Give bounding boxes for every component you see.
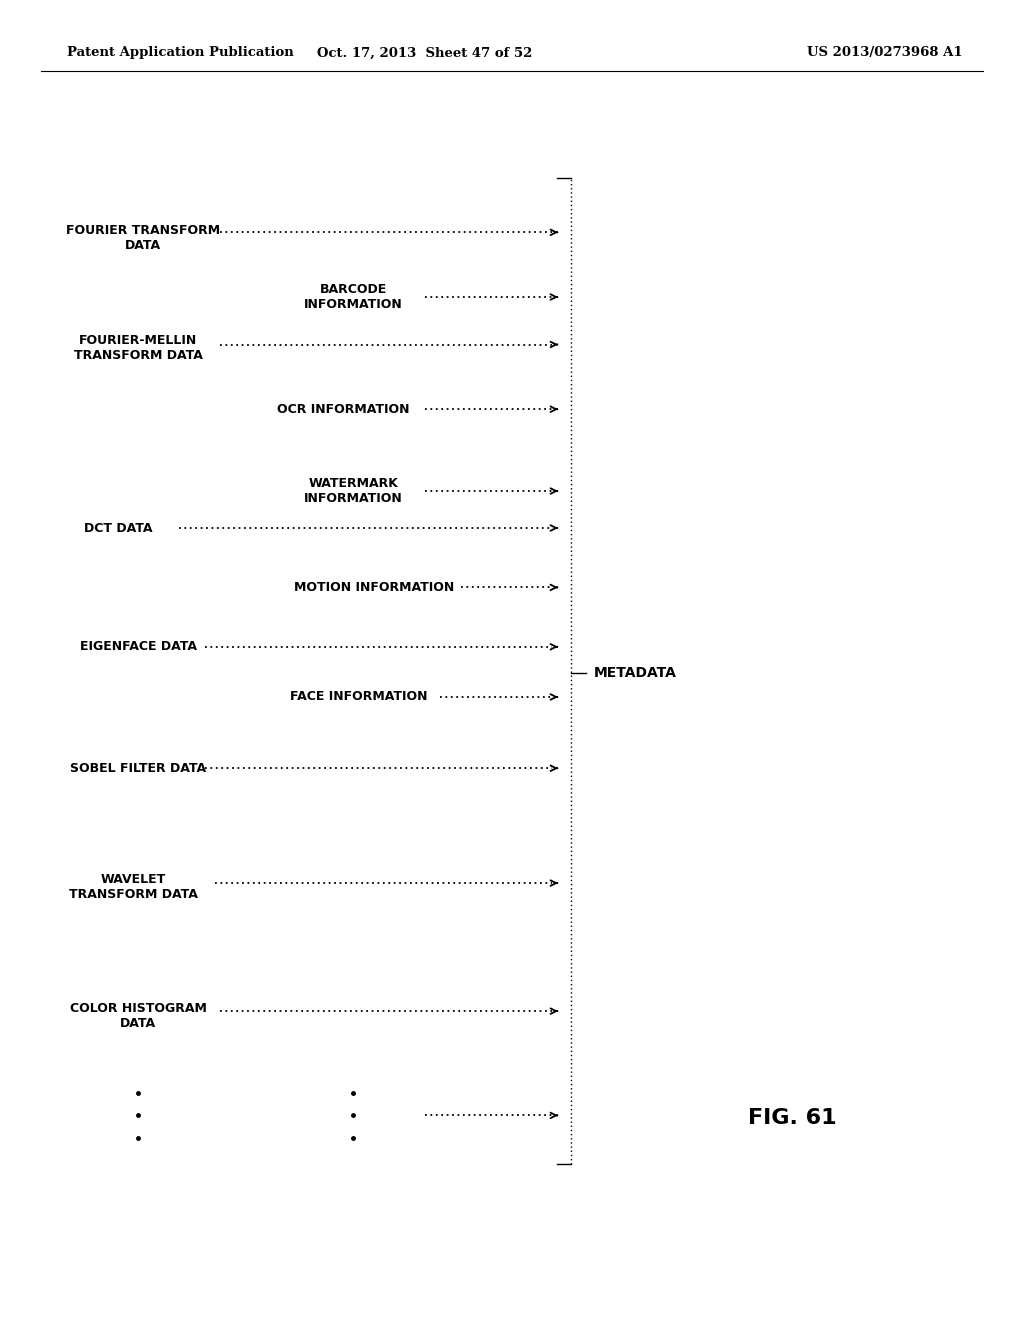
Text: WATERMARK
INFORMATION: WATERMARK INFORMATION — [304, 477, 402, 506]
Text: Patent Application Publication: Patent Application Publication — [67, 46, 293, 59]
Text: FOURIER-MELLIN
TRANSFORM DATA: FOURIER-MELLIN TRANSFORM DATA — [74, 334, 203, 363]
Text: SOBEL FILTER DATA: SOBEL FILTER DATA — [71, 762, 206, 775]
Text: OCR INFORMATION: OCR INFORMATION — [276, 403, 410, 416]
Text: WAVELET
TRANSFORM DATA: WAVELET TRANSFORM DATA — [69, 873, 198, 902]
Text: MOTION INFORMATION: MOTION INFORMATION — [294, 581, 454, 594]
Text: EIGENFACE DATA: EIGENFACE DATA — [80, 640, 197, 653]
Text: DCT DATA: DCT DATA — [84, 521, 152, 535]
Text: US 2013/0273968 A1: US 2013/0273968 A1 — [807, 46, 963, 59]
Text: FIG. 61: FIG. 61 — [748, 1107, 837, 1129]
Text: FOURIER TRANSFORM
DATA: FOURIER TRANSFORM DATA — [67, 223, 220, 252]
Text: METADATA: METADATA — [594, 667, 677, 680]
Text: BARCODE
INFORMATION: BARCODE INFORMATION — [304, 282, 402, 312]
Text: Oct. 17, 2013  Sheet 47 of 52: Oct. 17, 2013 Sheet 47 of 52 — [317, 46, 532, 59]
Text: FACE INFORMATION: FACE INFORMATION — [290, 690, 427, 704]
Text: COLOR HISTOGRAM
DATA: COLOR HISTOGRAM DATA — [70, 1002, 207, 1031]
